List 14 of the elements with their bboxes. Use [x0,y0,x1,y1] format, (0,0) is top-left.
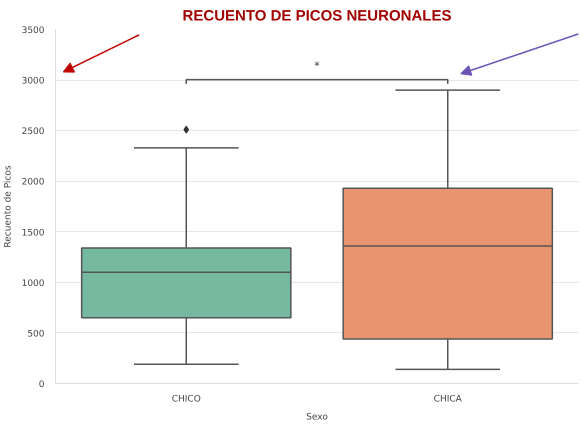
y-tick-label: 1500 [22,228,45,238]
x-axis-title: Sexo [306,412,328,422]
y-tick-label: 3500 [22,26,45,36]
annotation: * [314,59,320,72]
y-tick-label: 0 [38,380,45,390]
y-tick-label: 1000 [22,278,45,289]
y-tick-label: 2000 [22,178,45,188]
y-axis-title: Recuento de Picos [4,165,14,248]
y-tick-label: 3000 [22,76,45,87]
chart-title: RECUENTO DE PICOS NEURONALES [182,8,452,24]
y-tick-label: 2500 [22,127,45,138]
x-tick-label: CHICA [434,394,463,404]
x-tick-label: CHICO [172,394,201,404]
y-tick-label: 500 [27,329,45,340]
